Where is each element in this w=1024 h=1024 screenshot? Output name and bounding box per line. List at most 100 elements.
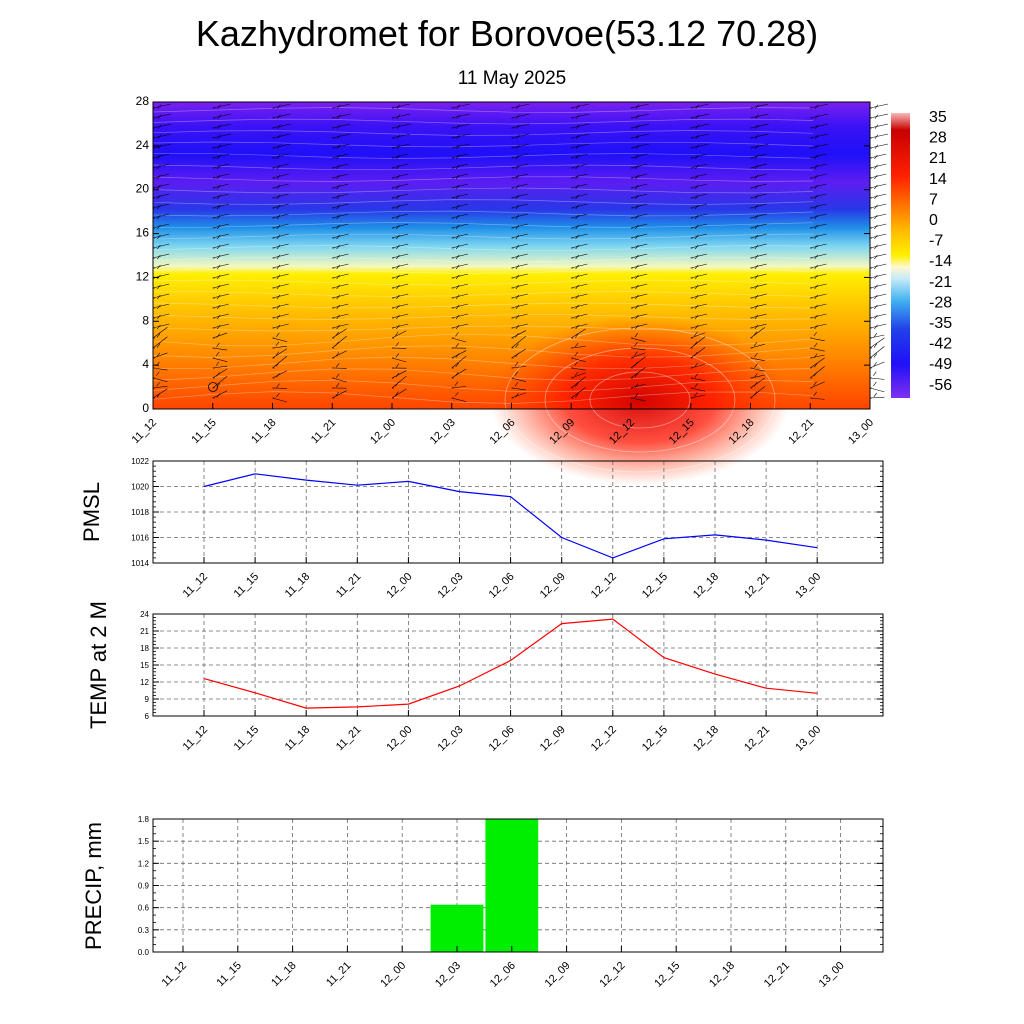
wind-barb-shaft	[152, 233, 170, 239]
wind-barb-flag	[575, 184, 579, 190]
wind-barb-flag	[216, 333, 220, 338]
wind-barb-shaft	[750, 374, 765, 379]
wind-barb-flag	[874, 274, 878, 280]
wind-barb-flag	[635, 314, 639, 320]
wind-barb-flag	[873, 353, 878, 358]
wind-barb-shaft	[511, 183, 528, 189]
wind-barb-flag	[755, 134, 759, 139]
wind-barb-flag	[396, 284, 400, 290]
wind-barb-shaft	[571, 113, 590, 119]
wind-barb-shaft	[690, 283, 708, 289]
wind-barb-shaft	[511, 283, 528, 289]
wind-barb-shaft	[571, 133, 590, 139]
pmsl-ylabel: PMSL	[79, 482, 104, 542]
wind-barb-shaft	[630, 173, 648, 179]
wind-barb-flag	[694, 324, 699, 330]
wind-barb-flag	[695, 114, 699, 119]
wind-barb-shaft	[511, 113, 530, 119]
wind-barb-shaft	[571, 233, 588, 239]
wind-barb-shaft	[571, 103, 590, 109]
wind-barb-shaft	[391, 183, 409, 189]
pmsl-xtick-label: 12_18	[691, 571, 721, 601]
pmsl-xtick-label: 11_12	[181, 571, 211, 601]
wind-barb-shaft	[451, 273, 469, 279]
wind-barb-flag	[634, 341, 638, 347]
heatmap-panel: 0 4 8 12 16 20 24 28 11_12 11_15 11_18 11_21 12_00 1…	[130, 94, 889, 485]
wind-barb-flag	[336, 324, 340, 330]
wind-barb-flag	[516, 134, 520, 139]
wind-barb-shaft	[212, 183, 230, 189]
precip-x-ticks: 11_12 11_15 11_18 11_21 12_00 12_03 12_06 12_09…	[160, 946, 847, 990]
wind-barb-flag	[396, 174, 400, 180]
wind-barb-shaft	[869, 113, 889, 119]
wind-barb-flag	[396, 314, 400, 320]
wind-barb-shaft	[212, 103, 231, 109]
wind-barb-flag	[694, 294, 699, 300]
wind-barb-shaft	[391, 133, 411, 139]
wind-barb-shaft	[152, 143, 172, 149]
wind-barb-flag	[515, 204, 520, 210]
wind-barb-flag	[157, 164, 161, 170]
wind-barb-flag	[753, 391, 758, 396]
wind-barb-shaft	[571, 173, 588, 179]
colorbar-label: 7	[929, 191, 938, 208]
precip-xtick-label: 12_03	[433, 960, 463, 990]
wind-barb-flag	[157, 234, 161, 240]
wind-barb-shaft	[332, 143, 351, 149]
wind-barb-shaft	[810, 113, 829, 119]
wind-barb-shaft	[212, 357, 228, 362]
wind-barb-flag	[336, 114, 341, 119]
wind-barb-shaft	[511, 213, 528, 219]
wind-barb-flag	[874, 304, 878, 310]
wind-barb-flag	[336, 294, 340, 300]
wind-barb-shaft	[750, 343, 765, 349]
wind-barb-shaft	[391, 313, 409, 319]
wind-barb-shaft	[451, 293, 469, 299]
wind-barb-shaft	[511, 313, 528, 319]
wind-barb-flag	[874, 134, 879, 139]
heatmap-contour-line	[152, 118, 814, 125]
wind-barb-shaft	[272, 193, 289, 199]
wind-barb-shaft	[391, 263, 409, 269]
wind-barb-shaft	[630, 352, 646, 359]
wind-barb-flag	[277, 144, 281, 149]
wind-barb-flag	[455, 274, 460, 280]
wind-barb-flag	[157, 104, 162, 109]
wind-barb-shaft	[630, 323, 648, 329]
wind-barb-shaft	[332, 263, 349, 269]
wind-barb-shaft	[810, 354, 825, 359]
wind-barb-shaft	[451, 103, 470, 109]
precip-xtick-label: 12_00	[378, 960, 408, 990]
wind-barb-shaft	[272, 183, 289, 189]
wind-barb-flag	[276, 174, 281, 180]
wind-barb-shaft	[571, 376, 586, 389]
wind-barb-flag	[754, 352, 758, 358]
wind-barb-flag	[874, 164, 878, 170]
wind-barb-shaft	[391, 163, 409, 169]
wind-barb-shaft	[869, 387, 885, 393]
wind-barb-shaft	[690, 336, 706, 349]
wind-barb-shaft	[571, 313, 588, 319]
pmsl-xtick-label: 11_18	[283, 571, 313, 601]
heatmap-contour-line	[152, 199, 814, 205]
pmsl-tick-label: 1016	[131, 534, 149, 543]
precip-bar	[485, 819, 539, 952]
wind-barb-flag	[516, 104, 520, 109]
wind-barb-flag	[813, 353, 818, 358]
wind-barb-flag	[694, 204, 699, 210]
wind-barb-flag	[216, 234, 221, 240]
wind-barb-shaft	[810, 233, 827, 239]
wind-barb-flag	[695, 144, 699, 149]
wind-barb-flag	[873, 392, 878, 397]
wind-barb-shaft	[152, 153, 170, 159]
wind-barb-flag	[215, 351, 220, 357]
wind-barb-shaft	[810, 357, 825, 369]
wind-barb-flag	[455, 391, 459, 397]
wind-barb-flag	[874, 154, 878, 160]
wind-barb-flag	[455, 324, 460, 330]
wind-barb-flag	[336, 104, 341, 109]
heatmap-xtick-label: 11_12	[130, 417, 160, 447]
wind-barb-flag	[634, 332, 639, 338]
wind-barb-shaft	[152, 388, 168, 399]
wind-barb-shaft	[152, 163, 170, 169]
